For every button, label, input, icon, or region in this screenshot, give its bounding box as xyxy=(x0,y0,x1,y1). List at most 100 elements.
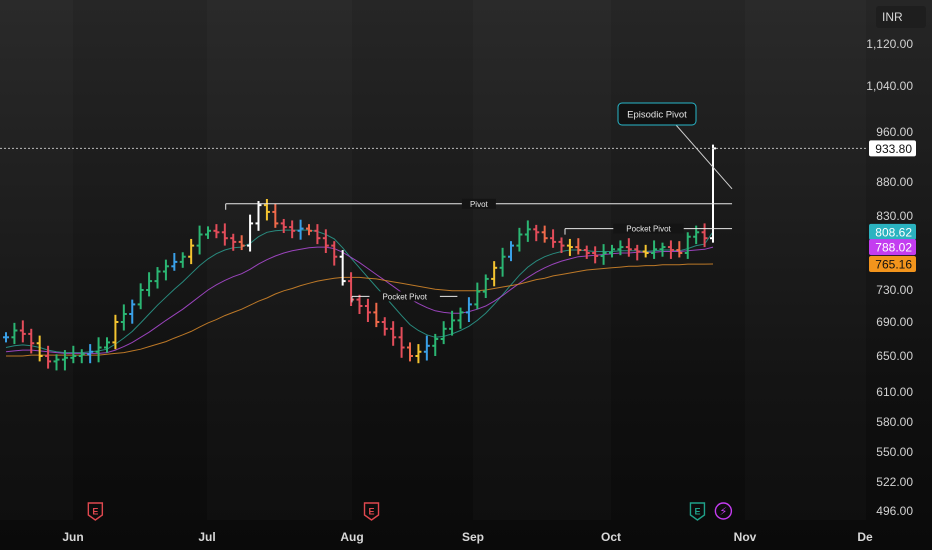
y-tick-label: 580.00 xyxy=(876,415,913,429)
price-bar xyxy=(550,229,557,248)
earnings-shield xyxy=(363,502,380,521)
x-tick-label: Jul xyxy=(198,530,215,544)
price-bar xyxy=(390,321,397,346)
price-label: 765.16 xyxy=(869,255,916,272)
price-bar xyxy=(449,310,456,336)
price-bar xyxy=(137,283,144,310)
price-label-text: 808.62 xyxy=(875,225,912,239)
price-bar xyxy=(356,294,363,314)
price-bar xyxy=(651,240,658,259)
callout-box xyxy=(617,102,697,126)
price-bar xyxy=(499,247,506,277)
price-bar xyxy=(609,244,615,258)
episodic-pivot-callout: Episodic Pivot xyxy=(617,102,733,190)
lightning-icon[interactable]: ⚡ xyxy=(714,502,733,520)
x-tick-label: Jun xyxy=(62,530,83,544)
price-bar xyxy=(297,219,304,240)
price-label-text: 933.80 xyxy=(875,142,912,156)
month-band xyxy=(473,0,611,520)
month-band xyxy=(0,0,73,520)
price-bar xyxy=(272,203,279,228)
price-bar xyxy=(583,245,590,259)
price-label-text: 788.02 xyxy=(875,241,912,255)
price-bar xyxy=(457,307,464,329)
price-label-text: 765.16 xyxy=(875,257,912,271)
price-bar xyxy=(381,317,388,336)
price-bar xyxy=(339,250,346,286)
y-tick-label: 690.00 xyxy=(876,315,913,329)
price-bar xyxy=(61,350,68,371)
price-bar xyxy=(263,199,270,221)
y-tick-label: 610.00 xyxy=(876,385,913,399)
price-bar xyxy=(524,220,531,242)
price-bar xyxy=(171,253,178,271)
earnings-symbol: E xyxy=(694,507,700,517)
price-bar xyxy=(331,241,338,266)
y-tick-label: 730.00 xyxy=(876,283,913,297)
price-bar xyxy=(112,314,119,350)
price-bar xyxy=(162,259,169,281)
price-bar xyxy=(221,223,228,246)
earnings-symbol: E xyxy=(92,507,98,517)
currency-selector[interactable]: INR xyxy=(876,6,926,28)
price-label-bg xyxy=(869,140,916,157)
earnings-shield xyxy=(87,502,104,521)
price-bar xyxy=(634,244,641,261)
earnings-icon[interactable]: E xyxy=(87,502,104,521)
price-label-bg xyxy=(869,239,916,256)
price-bar xyxy=(322,229,329,253)
earnings-icon[interactable]: E xyxy=(363,502,380,521)
x-tick-label: Sep xyxy=(462,530,484,544)
price-bar xyxy=(289,220,296,239)
price-bar xyxy=(146,272,153,297)
price-bar xyxy=(617,240,624,256)
price-bar xyxy=(373,302,380,328)
price-bar xyxy=(36,335,43,362)
x-tick-label: De xyxy=(857,530,873,544)
price-bar xyxy=(104,337,110,353)
price-bar xyxy=(11,322,18,345)
price-bar xyxy=(667,240,674,259)
y-tick-label: 1,040.00 xyxy=(866,79,913,93)
price-bar xyxy=(28,328,35,354)
pivot-level: Pocket Pivot xyxy=(351,291,458,303)
price-bar xyxy=(516,227,523,252)
x-tick-label: Oct xyxy=(601,530,621,544)
price-bar xyxy=(205,226,211,239)
price-bar xyxy=(3,332,9,343)
pivot-label: Pocket Pivot xyxy=(626,225,671,234)
price-bar xyxy=(440,321,447,345)
price-bar xyxy=(642,244,649,258)
price-bar xyxy=(314,224,321,245)
earnings-symbol: E xyxy=(369,507,375,517)
price-bar xyxy=(533,224,540,242)
price-bar xyxy=(423,335,430,361)
price-bar xyxy=(196,225,203,255)
event-circle xyxy=(714,502,733,520)
price-bar xyxy=(491,261,498,287)
price-bar xyxy=(508,241,514,262)
price-label: 808.62 xyxy=(869,223,916,240)
pivot-label: Pivot xyxy=(470,200,489,209)
price-bar xyxy=(600,244,607,265)
price-bar xyxy=(482,274,489,298)
price-bar xyxy=(566,238,573,256)
price-bar xyxy=(659,242,666,257)
x-tick-label: Aug xyxy=(340,530,363,544)
price-label-bg xyxy=(869,255,916,272)
price-bar xyxy=(474,282,481,310)
y-tick-label: 880.00 xyxy=(876,175,913,189)
price-bar xyxy=(19,320,26,343)
earnings-icon[interactable]: E xyxy=(689,502,706,521)
price-label-bg xyxy=(869,223,916,240)
price-bar xyxy=(558,237,565,253)
price-bar xyxy=(247,214,254,252)
y-tick-label: 650.00 xyxy=(876,349,913,363)
price-bar xyxy=(575,238,582,255)
y-tick-label: 550.00 xyxy=(876,445,913,459)
price-bar xyxy=(120,304,127,331)
price-bar xyxy=(179,252,186,268)
pivot-level: Pivot xyxy=(225,198,733,210)
